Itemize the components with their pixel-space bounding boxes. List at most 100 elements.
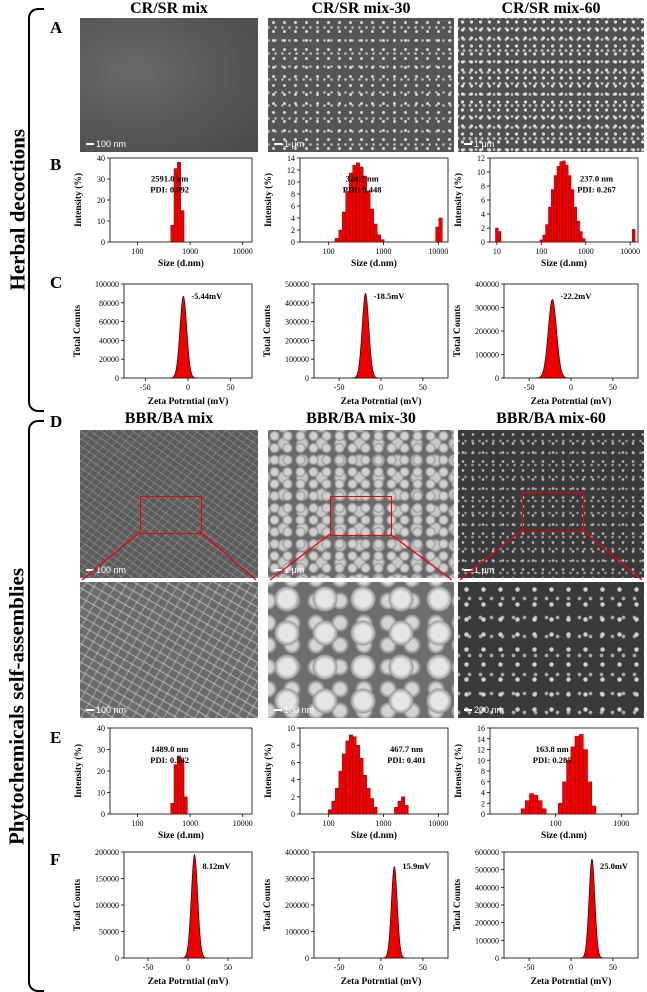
bar [338, 229, 343, 243]
y-tick-label: 6 [291, 758, 295, 767]
y-tick-label: 30 [97, 746, 105, 755]
y-tick-label: 200000 [95, 848, 119, 857]
x-tick-label: 0 [569, 383, 573, 392]
bar [553, 175, 558, 243]
bar [533, 794, 539, 815]
col-title-cr-sr-mix: CR/SR mix [130, 0, 208, 17]
data-annotation: PDI: 0.448 [343, 185, 382, 195]
y-tick-label: 40000 [99, 336, 119, 345]
x-tick-label: 50 [419, 383, 427, 392]
size-distribution-chart-e2: 0 2 4 6 8 10 100 1000 10000 Size (d.nm) Intensity … [263, 724, 449, 841]
y-tick-label: 100000 [285, 928, 309, 937]
y-tick-label: 10 [477, 168, 485, 177]
bar [328, 809, 333, 815]
col-title-cr-sr-mix-60: CR/SR mix-60 [501, 0, 601, 17]
y-tick-label: 200000 [475, 919, 499, 928]
data-annotation: PDI: 0.285 [533, 755, 572, 765]
scale-bar: 100 nm [274, 705, 314, 715]
y-tick-label: 400000 [285, 299, 309, 308]
y-tick-label: 8 [481, 767, 485, 776]
bar [345, 740, 350, 815]
bar [583, 749, 588, 815]
y-tick-label: 100000 [95, 901, 119, 910]
bar [587, 781, 592, 815]
bar [362, 775, 367, 815]
data-annotation: 25.0mV [600, 861, 629, 871]
panel-letter-b: B [50, 155, 62, 174]
x-axis-label: Zeta Potrntial (mV) [148, 396, 229, 407]
data-annotation: 15.9mV [402, 861, 431, 871]
data-annotation: 163.8 nm [536, 744, 569, 754]
zeta-peak [169, 295, 198, 379]
zeta-potential-chart-f1: 0 50000 100000 150000 200000 -50 0 50 Zeta Potrn… [73, 848, 253, 987]
bar [497, 231, 502, 243]
bar [541, 808, 547, 815]
x-tick-label: 1000 [182, 819, 198, 828]
y-tick-label: 400000 [285, 848, 309, 857]
y-tick-label: 14 [477, 735, 485, 744]
y-tick-label: 0 [481, 810, 485, 819]
y-axis-label: Intensity (%) [73, 744, 84, 798]
y-tick-label: 8 [291, 741, 295, 750]
phyto-bracket [28, 420, 44, 992]
x-tick-label: -50 [334, 963, 345, 972]
col-title-cr-sr-mix-30: CR/SR mix-30 [311, 0, 411, 17]
data-annotation: PDI: 0.267 [577, 185, 616, 195]
x-tick-label: 100 [132, 247, 144, 256]
bar [591, 805, 597, 815]
panel-letter-f: F [50, 850, 61, 869]
y-tick-label: 2 [291, 793, 295, 802]
scale-bar: 200 nm [464, 705, 504, 715]
x-axis-label: Zeta Potrntial (mV) [341, 976, 422, 987]
y-axis-label: Intensity (%) [263, 744, 274, 798]
y-tick-label: 0 [291, 238, 295, 247]
y-tick-label: 0 [495, 954, 499, 963]
sem-image-cr-sr-mix-30: 1 μm [268, 18, 454, 152]
col-title-bbr-ba-mix-30: BBR/BA mix-30 [306, 410, 416, 427]
y-tick-label: 4 [481, 210, 485, 219]
bar [404, 805, 409, 815]
y-tick-label: 4 [291, 214, 295, 223]
y-tick-label: 10 [97, 217, 105, 226]
y-tick-label: 0 [115, 954, 119, 963]
sem-zoom-bbr-ba-mix-30: 100 nm [268, 582, 454, 718]
y-axis-label: Intensity (%) [453, 173, 464, 227]
y-tick-label: 300000 [475, 901, 499, 910]
bar [529, 793, 534, 815]
x-tick-label: 10000 [428, 247, 448, 256]
x-tick-label: -50 [334, 383, 345, 392]
bar [341, 211, 346, 243]
x-tick-label: 0 [379, 383, 383, 392]
bar [177, 161, 181, 243]
y-tick-label: 300000 [285, 318, 309, 327]
data-annotation: PDI: 0.992 [150, 185, 189, 195]
y-axis-label: Intensity (%) [73, 173, 84, 227]
x-tick-label: 0 [569, 963, 573, 972]
scale-bar: 100 nm [86, 705, 126, 715]
bar [183, 796, 188, 815]
bar [355, 745, 360, 815]
bar [573, 206, 577, 243]
scale-bar: 1 μm [274, 565, 304, 575]
y-tick-label: 6 [481, 196, 485, 205]
herbal-bracket [28, 8, 44, 412]
x-tick-label: 10000 [620, 247, 640, 256]
scale-bar: 100 nm [86, 139, 126, 149]
y-axis-label: Total Counts [73, 305, 83, 357]
y-tick-label: 0 [481, 238, 485, 247]
x-tick-label: 50 [419, 963, 427, 972]
bar [373, 806, 378, 815]
data-annotation: -18.5mV [374, 291, 406, 301]
bar [376, 234, 381, 243]
plot-frame [299, 727, 449, 815]
y-tick-label: 200000 [285, 336, 309, 345]
y-tick-label: 6 [481, 778, 485, 787]
y-tick-label: 4 [291, 776, 295, 785]
bar [348, 734, 353, 815]
y-tick-label: 150000 [95, 875, 119, 884]
y-tick-label: 10 [477, 756, 485, 765]
bar [366, 190, 371, 243]
y-tick-label: 20000 [99, 355, 119, 364]
